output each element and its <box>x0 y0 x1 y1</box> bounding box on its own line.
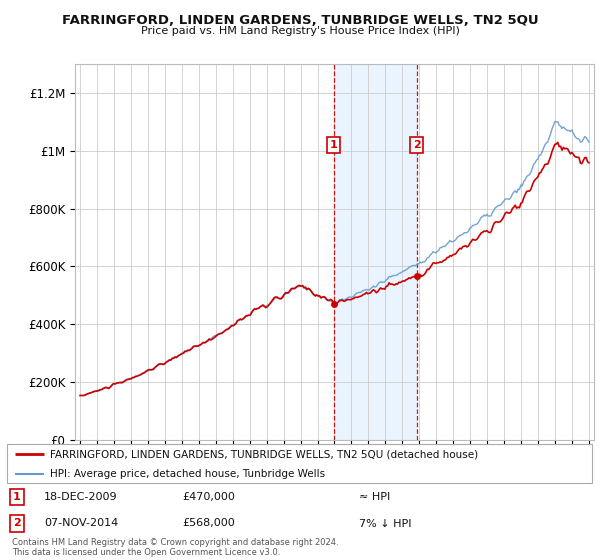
Text: FARRINGFORD, LINDEN GARDENS, TUNBRIDGE WELLS, TN2 5QU: FARRINGFORD, LINDEN GARDENS, TUNBRIDGE W… <box>62 14 538 27</box>
Text: ≈ HPI: ≈ HPI <box>359 492 390 502</box>
Text: £470,000: £470,000 <box>182 492 235 502</box>
Text: FARRINGFORD, LINDEN GARDENS, TUNBRIDGE WELLS, TN2 5QU (detached house): FARRINGFORD, LINDEN GARDENS, TUNBRIDGE W… <box>50 449 478 459</box>
Text: Contains HM Land Registry data © Crown copyright and database right 2024.
This d: Contains HM Land Registry data © Crown c… <box>12 538 338 557</box>
Text: 1: 1 <box>330 140 338 150</box>
FancyBboxPatch shape <box>7 444 592 483</box>
Text: 7% ↓ HPI: 7% ↓ HPI <box>359 519 412 529</box>
Text: 07-NOV-2014: 07-NOV-2014 <box>44 519 118 529</box>
Text: Price paid vs. HM Land Registry's House Price Index (HPI): Price paid vs. HM Land Registry's House … <box>140 26 460 36</box>
Text: 2: 2 <box>13 519 21 529</box>
Text: 18-DEC-2009: 18-DEC-2009 <box>44 492 118 502</box>
Text: £568,000: £568,000 <box>182 519 235 529</box>
Text: HPI: Average price, detached house, Tunbridge Wells: HPI: Average price, detached house, Tunb… <box>50 469 325 479</box>
Text: 2: 2 <box>413 140 421 150</box>
Text: 1: 1 <box>13 492 21 502</box>
